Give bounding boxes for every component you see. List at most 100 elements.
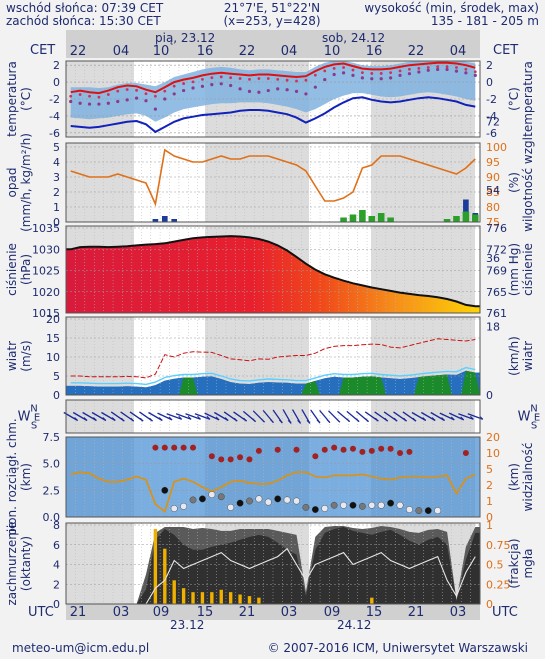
temperature-mean-point — [351, 73, 355, 77]
wind-direction-barb — [215, 416, 220, 421]
wind-direction-barb — [306, 420, 311, 424]
temperature-dew-point — [389, 71, 393, 74]
elevation-title: wysokość (min, środek, max) — [364, 1, 539, 15]
wind-direction-barb — [470, 415, 474, 420]
coords-text: 21°7'E, 51°22'N — [224, 1, 320, 15]
wind-direction-arrow — [291, 409, 302, 424]
cloud-base-point — [311, 506, 319, 513]
humidity-axis-unit: (%) — [507, 172, 521, 193]
cloud-base-point — [377, 501, 385, 509]
y2-tick-label: 54 — [486, 184, 500, 197]
temperature-mean-point — [379, 77, 383, 81]
temperature-dew-point — [464, 67, 468, 71]
wind-direction-barb — [297, 420, 301, 424]
y2-tick-label: 20 — [486, 431, 500, 444]
y2-tick-label: 90 — [486, 171, 500, 184]
y2-tick-label: 10 — [486, 447, 500, 460]
cloud-base-point — [236, 499, 244, 507]
y2-tick-label: 18 — [486, 321, 500, 334]
temperature-mean-point — [407, 72, 412, 76]
pressure-right-unit: (mm Hg) — [507, 243, 521, 296]
fog-bar — [153, 528, 158, 604]
temperature-mean-point — [69, 99, 73, 104]
compass-n: N — [530, 404, 537, 415]
temperature-min-line — [70, 96, 476, 134]
temperature-mean-point — [257, 90, 261, 94]
fog-axis-unit: (frakcja) — [507, 538, 521, 588]
wind-direction-arrow — [411, 411, 427, 422]
wind-direction-barb — [441, 417, 445, 421]
y-tick-label: 15 — [46, 332, 60, 345]
wind-direction-arrow — [82, 411, 97, 422]
precip-bar — [161, 216, 168, 222]
wind-direction-arrow — [194, 413, 211, 420]
temperature-dew-point — [182, 82, 186, 85]
panel-border — [65, 316, 481, 396]
temperature-axis-unit: (°C) — [19, 87, 33, 111]
top-day1-label: pią, 23.12 — [155, 31, 215, 45]
top-day2-label: sob, 24.12 — [322, 31, 385, 45]
cloud-base-point — [368, 501, 376, 509]
cloud-base-point — [434, 507, 442, 514]
temperature-mean-point — [78, 101, 82, 105]
y-tick-label: 8 — [53, 519, 60, 532]
temperature-mean-point — [436, 67, 440, 72]
wind-axis-title: wiatr — [5, 341, 19, 371]
y2-tick-label: 776 — [486, 222, 507, 235]
temperature-dew-point — [408, 67, 411, 71]
y-tick-label: 0 — [53, 216, 60, 229]
elevation-values: 135 - 181 - 205 m — [431, 14, 539, 28]
wind-direction-arrow — [166, 413, 182, 420]
wind-direction-barb — [197, 415, 201, 420]
humidity-axis-title: wilgotność wzgl. — [521, 133, 535, 232]
footer-email[interactable]: meteo-um@icm.edu.pl — [12, 641, 149, 655]
wind-direction-barb — [252, 418, 256, 422]
y-tick-label: 0 — [53, 598, 60, 611]
y-tick-label: 1025 — [32, 265, 60, 278]
y-tick-label: 0 — [53, 389, 60, 402]
wind-direction-barb — [412, 417, 417, 422]
wind-direction-arrow — [301, 409, 311, 424]
temperature-mean-point — [125, 98, 129, 102]
temperature-dew-point — [219, 75, 223, 79]
y2-tick-label: 1 — [486, 495, 493, 508]
temperature-dew-point — [351, 68, 355, 72]
temperature-mean-point — [134, 96, 139, 100]
y2-tick-label: 765 — [486, 286, 507, 299]
wind-right-title: wiatr — [521, 341, 535, 371]
temperature-dew-point — [78, 93, 82, 96]
precip-bar — [171, 219, 178, 222]
wind-direction-barb — [355, 418, 360, 422]
y-tick-label: 5 — [53, 141, 60, 154]
y2-tick-label: 0 — [486, 511, 493, 524]
temperature-dew-point — [332, 66, 336, 70]
wind-direction-arrow — [148, 411, 163, 422]
y2-tick-label: 0 — [486, 598, 493, 611]
y2-tick-label: 1 — [486, 519, 493, 532]
cloud-base-point — [396, 501, 404, 509]
y2-tick-label: 0.25 — [486, 578, 511, 591]
cloud-base-point — [227, 503, 235, 511]
temperature-mean-point — [341, 71, 346, 75]
compass-s: S — [531, 421, 537, 432]
cloud-top-point — [255, 447, 262, 454]
pressure-line — [66, 235, 480, 308]
night-band — [66, 437, 134, 517]
fog-axis-title: mgła — [521, 548, 535, 578]
y2-tick-label: 769 — [486, 265, 507, 278]
temperature-dew-point — [398, 69, 402, 73]
panel-border — [65, 522, 481, 605]
bottom-axis: UTC UTC 23.12 24.12 21 03 09 15 21 03 09 15 21 03 — [28, 605, 518, 632]
cloud-top-point — [180, 444, 187, 451]
temperature-mean-point — [389, 76, 393, 80]
temperature-dew-point — [238, 77, 242, 80]
bottom-day2-label: 24.12 — [337, 618, 371, 632]
y2-tick-label: 0.75 — [486, 539, 511, 552]
cloud-base-point — [170, 505, 178, 512]
fog-bar — [238, 594, 242, 604]
wind-direction-barb — [403, 417, 407, 422]
cloud-base-point — [424, 507, 432, 514]
temperature-mean-point — [87, 102, 92, 106]
humidity-line — [70, 148, 476, 207]
